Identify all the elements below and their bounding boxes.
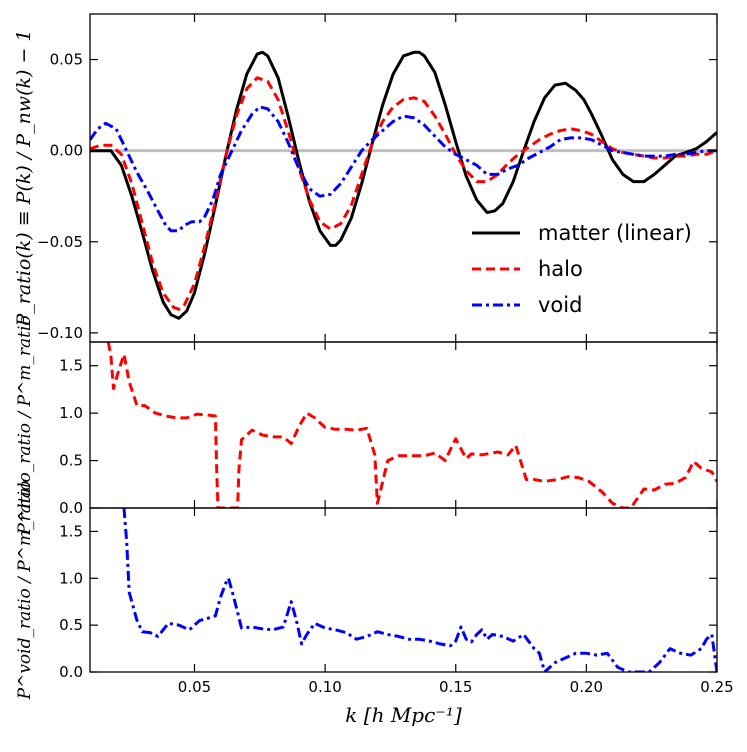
panel-top-frame bbox=[89, 13, 718, 343]
panel-bottom-plot-area bbox=[122, 508, 717, 672]
series-line-middle-0 bbox=[106, 342, 717, 508]
legend-label-1: halo bbox=[538, 257, 583, 281]
series-line-top-0 bbox=[90, 50, 717, 320]
y-tick-label: 0.00 bbox=[50, 142, 83, 160]
legend-label-0: matter (linear) bbox=[538, 221, 692, 245]
panel-top-plot-area bbox=[90, 50, 717, 320]
y-tick-label: −0.10 bbox=[37, 324, 83, 342]
x-axis-label: k [h Mpc⁻¹] bbox=[345, 703, 462, 727]
series-line-bottom-0 bbox=[122, 508, 717, 672]
series-line-top-1 bbox=[90, 76, 717, 311]
panel-middle-frame bbox=[89, 341, 718, 509]
x-tick-label: 0.25 bbox=[700, 678, 733, 696]
y-tick-label: 0.05 bbox=[50, 51, 83, 69]
y-tick-label: 1.5 bbox=[59, 357, 83, 375]
y-tick-label: 1.5 bbox=[59, 522, 83, 540]
x-tick-label: 0.20 bbox=[570, 678, 603, 696]
y-axis-label-bottom: P^void_ratio / P^m_ratio bbox=[15, 481, 35, 701]
x-tick-label: 0.15 bbox=[439, 678, 472, 696]
y-tick-label: 0.5 bbox=[59, 616, 83, 634]
y-axis-label-middle: P^halo_ratio / P^m_ratio bbox=[15, 315, 35, 535]
y-axis-label-top: P_ratio(k) ≡ P(k) / P_nw(k) − 1 bbox=[13, 30, 35, 328]
y-tick-label: 0.0 bbox=[59, 663, 83, 681]
y-tick-label: 1.0 bbox=[59, 404, 83, 422]
y-tick-label: 0.0 bbox=[59, 499, 83, 517]
series-line-top-2 bbox=[90, 105, 717, 233]
panel-bottom-frame bbox=[89, 507, 718, 673]
y-tick-label: 1.0 bbox=[59, 569, 83, 587]
y-tick-label: 0.5 bbox=[59, 452, 83, 470]
x-tick-label: 0.10 bbox=[308, 678, 341, 696]
legend-label-2: void bbox=[538, 293, 582, 317]
panel-middle-plot-area bbox=[106, 342, 717, 508]
x-tick-label: 0.05 bbox=[178, 678, 211, 696]
y-tick-label: −0.05 bbox=[37, 233, 83, 251]
